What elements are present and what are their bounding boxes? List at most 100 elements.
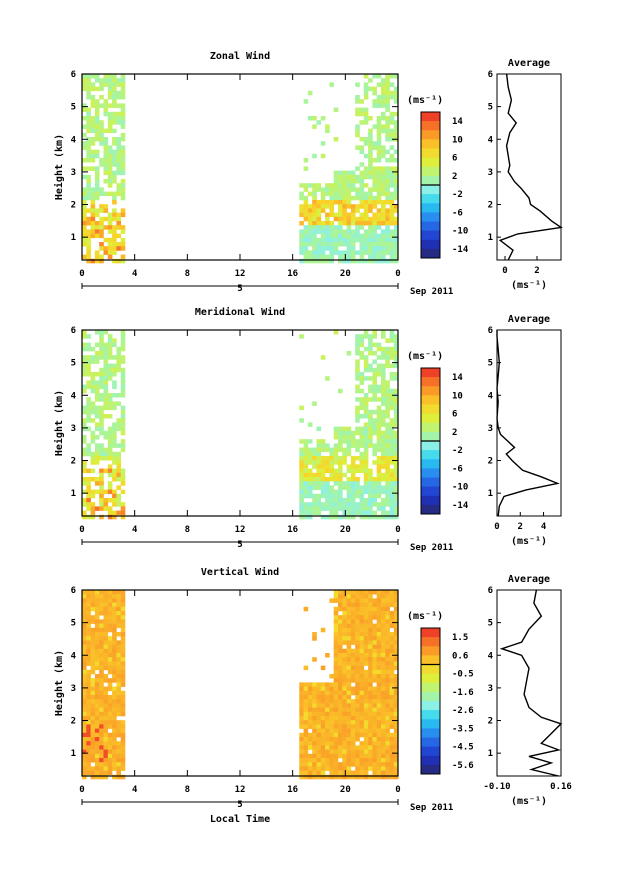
heatmap-cell bbox=[99, 623, 104, 629]
heatmap-cell bbox=[307, 216, 313, 222]
heatmap-cell bbox=[120, 468, 126, 474]
heatmap-cell bbox=[90, 229, 96, 234]
heatmap-cell bbox=[120, 137, 126, 142]
heatmap-cell bbox=[90, 376, 96, 381]
heatmap-cell bbox=[368, 661, 373, 666]
heatmap-cell bbox=[350, 485, 356, 490]
heatmap-cell bbox=[372, 334, 377, 339]
heatmap-cell bbox=[82, 703, 87, 708]
heatmap-cell bbox=[385, 774, 390, 780]
heatmap-cell bbox=[393, 493, 399, 499]
heatmap-cell bbox=[307, 753, 313, 759]
heatmap-cell bbox=[103, 619, 109, 624]
heatmap-cell bbox=[82, 107, 87, 113]
heatmap-cell bbox=[107, 401, 113, 406]
heatmap-cell bbox=[359, 724, 365, 729]
heatmap-cell bbox=[103, 401, 109, 406]
heatmap-cell bbox=[90, 510, 96, 516]
heatmap-cell bbox=[368, 514, 373, 520]
average-y-tick-label: 6 bbox=[488, 586, 493, 596]
colorbar-segment bbox=[421, 737, 440, 747]
heatmap-cell bbox=[116, 183, 121, 188]
heatmap-cell bbox=[320, 187, 326, 192]
heatmap-cell bbox=[316, 246, 322, 251]
heatmap-cell bbox=[320, 225, 326, 230]
heatmap-cell bbox=[90, 116, 96, 121]
heatmap-cell bbox=[381, 346, 386, 352]
heatmap-cell bbox=[82, 720, 87, 725]
heatmap-cell bbox=[312, 732, 317, 738]
heatmap-cell bbox=[107, 640, 113, 645]
heatmap-cell bbox=[120, 78, 126, 83]
x-tick-label: 8 bbox=[185, 785, 190, 795]
heatmap-cell bbox=[363, 422, 369, 427]
heatmap-cell bbox=[359, 435, 365, 440]
heatmap-cell bbox=[342, 187, 347, 192]
heatmap-cell bbox=[307, 493, 313, 499]
heatmap-cell bbox=[350, 745, 356, 750]
heatmap-cell bbox=[368, 711, 373, 717]
heatmap-cell bbox=[82, 74, 87, 79]
heatmap-cell bbox=[363, 627, 369, 633]
heatmap-cell bbox=[107, 78, 113, 83]
heatmap-cell bbox=[355, 506, 360, 511]
heatmap-cell bbox=[346, 711, 352, 717]
heatmap-cell bbox=[99, 695, 104, 700]
heatmap-cell bbox=[86, 367, 91, 373]
heatmap-cell bbox=[320, 246, 326, 251]
heatmap-cell bbox=[82, 699, 87, 704]
heatmap-cell bbox=[325, 221, 330, 226]
heatmap-cell bbox=[120, 90, 126, 96]
heatmap-cell bbox=[393, 405, 399, 411]
heatmap-cell bbox=[120, 640, 126, 645]
heatmap-cell bbox=[342, 774, 347, 780]
heatmap-cell bbox=[393, 447, 399, 453]
heatmap-cell bbox=[359, 590, 365, 595]
heatmap-cell bbox=[363, 737, 369, 742]
heatmap-cell bbox=[338, 485, 343, 490]
heatmap-cell bbox=[86, 124, 91, 129]
heatmap-cell bbox=[355, 594, 360, 599]
heatmap-cell bbox=[363, 246, 369, 251]
heatmap-cell bbox=[329, 749, 334, 755]
heatmap-cell bbox=[112, 380, 117, 385]
heatmap-cell bbox=[320, 443, 326, 448]
heatmap-cell bbox=[312, 204, 317, 209]
heatmap-cell bbox=[116, 216, 121, 222]
heatmap-cell bbox=[307, 221, 313, 226]
heatmap-cell bbox=[376, 95, 382, 100]
heatmap-cell bbox=[116, 758, 121, 763]
heatmap-cell bbox=[303, 216, 309, 222]
heatmap-cell bbox=[381, 388, 386, 394]
heatmap-cell bbox=[376, 460, 382, 465]
heatmap-cell bbox=[393, 716, 399, 721]
heatmap-cell bbox=[385, 426, 390, 432]
heatmap-cell bbox=[94, 623, 100, 629]
heatmap-cell bbox=[372, 732, 377, 738]
heatmap-cell bbox=[86, 737, 91, 742]
heatmap-cell bbox=[342, 250, 347, 255]
heatmap-cell bbox=[103, 665, 109, 671]
heatmap-cell bbox=[385, 611, 390, 616]
heatmap-cell bbox=[103, 162, 109, 167]
colorbar-tick-label: 6 bbox=[452, 410, 457, 420]
heatmap-cell bbox=[355, 132, 360, 138]
heatmap-cell bbox=[86, 594, 91, 599]
heatmap-cell bbox=[103, 489, 109, 495]
heatmap-cell bbox=[99, 376, 104, 381]
heatmap-cell bbox=[82, 711, 87, 717]
heatmap-cell bbox=[363, 191, 369, 197]
heatmap-cell bbox=[303, 472, 309, 478]
heatmap-cell bbox=[103, 372, 109, 377]
heatmap-cell bbox=[381, 418, 386, 423]
heatmap-cell bbox=[94, 355, 100, 360]
heatmap-cell bbox=[86, 766, 91, 771]
heatmap-cell bbox=[338, 669, 343, 675]
heatmap-cell bbox=[393, 678, 399, 683]
heatmap-cell bbox=[363, 447, 369, 453]
heatmap-cell bbox=[316, 741, 322, 746]
heatmap-cell bbox=[376, 774, 382, 780]
heatmap-cell bbox=[342, 678, 347, 683]
heatmap-cell bbox=[393, 342, 399, 348]
heatmap-cell bbox=[90, 720, 96, 725]
